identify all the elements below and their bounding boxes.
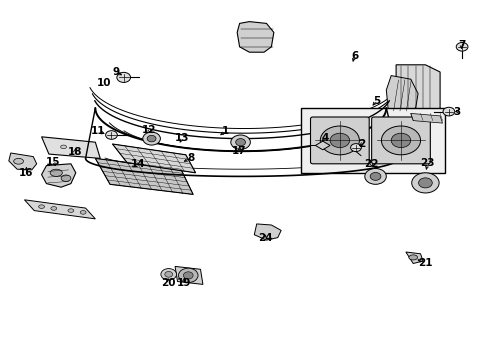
Text: 13: 13 — [175, 132, 189, 143]
Text: 5: 5 — [372, 96, 379, 106]
Circle shape — [183, 272, 193, 279]
Circle shape — [350, 144, 361, 152]
Text: 11: 11 — [90, 126, 105, 136]
Circle shape — [390, 133, 410, 148]
Circle shape — [411, 173, 438, 193]
Polygon shape — [95, 158, 193, 194]
Ellipse shape — [14, 158, 23, 164]
Polygon shape — [386, 76, 417, 115]
Text: 3: 3 — [453, 107, 460, 117]
Text: 17: 17 — [232, 146, 246, 156]
Text: 20: 20 — [161, 278, 175, 288]
Text: 19: 19 — [177, 278, 191, 288]
Circle shape — [105, 131, 117, 139]
Ellipse shape — [61, 145, 66, 149]
Circle shape — [164, 271, 172, 277]
Text: 4: 4 — [321, 132, 328, 143]
Text: 15: 15 — [45, 157, 60, 167]
Polygon shape — [175, 266, 203, 284]
Text: 24: 24 — [257, 233, 272, 243]
Circle shape — [161, 269, 176, 280]
Circle shape — [329, 133, 349, 148]
Polygon shape — [300, 108, 444, 173]
Circle shape — [381, 126, 420, 155]
Polygon shape — [405, 252, 422, 264]
Text: 14: 14 — [131, 159, 145, 169]
Text: 8: 8 — [187, 153, 194, 163]
Polygon shape — [112, 144, 195, 173]
Polygon shape — [9, 153, 37, 170]
Circle shape — [235, 139, 245, 146]
Text: 16: 16 — [19, 168, 33, 178]
Circle shape — [455, 42, 467, 51]
Circle shape — [364, 168, 386, 184]
Text: 10: 10 — [97, 78, 111, 88]
Text: 21: 21 — [417, 258, 432, 268]
Ellipse shape — [61, 175, 71, 181]
Polygon shape — [410, 113, 442, 123]
FancyBboxPatch shape — [371, 117, 429, 164]
Text: 6: 6 — [350, 51, 357, 61]
Text: 12: 12 — [142, 125, 156, 135]
Circle shape — [442, 107, 454, 116]
Text: 23: 23 — [420, 158, 434, 168]
Ellipse shape — [39, 205, 44, 208]
Circle shape — [320, 126, 359, 155]
Circle shape — [117, 72, 130, 82]
Polygon shape — [237, 22, 273, 52]
Ellipse shape — [80, 211, 86, 214]
Text: 18: 18 — [67, 147, 82, 157]
Polygon shape — [24, 200, 95, 219]
Polygon shape — [41, 164, 76, 187]
Ellipse shape — [408, 255, 417, 260]
Circle shape — [418, 178, 431, 188]
Text: 7: 7 — [457, 40, 465, 50]
Polygon shape — [41, 137, 100, 158]
Ellipse shape — [50, 169, 62, 176]
Text: 2: 2 — [358, 139, 365, 149]
Circle shape — [178, 268, 198, 283]
Text: 9: 9 — [113, 67, 120, 77]
Text: 1: 1 — [222, 126, 229, 136]
Text: 22: 22 — [364, 159, 378, 169]
Circle shape — [369, 172, 380, 180]
FancyBboxPatch shape — [310, 117, 368, 164]
Polygon shape — [315, 141, 329, 150]
Ellipse shape — [68, 209, 74, 212]
Circle shape — [230, 135, 250, 149]
Polygon shape — [254, 224, 281, 240]
Circle shape — [147, 135, 156, 142]
Polygon shape — [395, 65, 439, 115]
Ellipse shape — [51, 207, 57, 210]
Circle shape — [142, 132, 160, 145]
